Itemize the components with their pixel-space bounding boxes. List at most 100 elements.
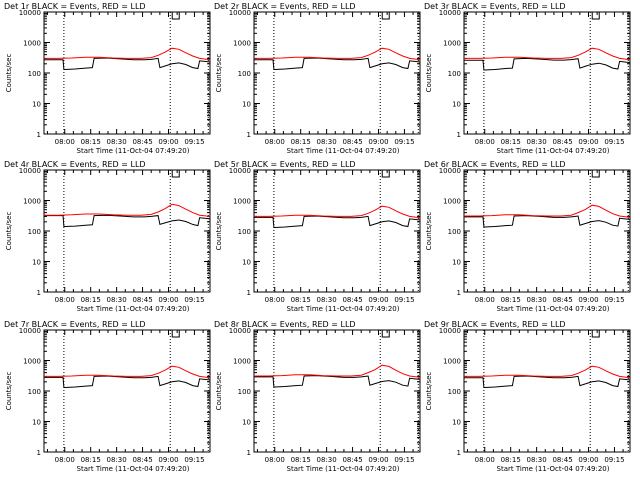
interval-marker — [381, 330, 390, 338]
events-series-line — [464, 375, 631, 388]
detector-panel: Det 2r BLACK = Events, RED = LLD 1 10 100 10… — [214, 2, 421, 155]
x-axis-label: Start Time (11-Oct-04 07:49:20) — [287, 465, 400, 473]
y-tick-label: 1000 — [233, 198, 251, 206]
x-tick-label: 08:15 — [81, 296, 101, 304]
interval-marker — [171, 12, 180, 20]
x-tick-label: 09:15 — [184, 296, 204, 304]
y-tick-label: 100 — [238, 228, 251, 236]
detector-panel: Det 9r BLACK = Events, RED = LLD 1 10 100 10… — [424, 320, 631, 473]
y-tick-label: 1 — [457, 131, 461, 139]
x-tick-label: 08:00 — [55, 138, 75, 146]
x-tick-label: 08:45 — [552, 138, 572, 146]
x-tick-label: 09:00 — [368, 138, 388, 146]
panel-title: Det 2r BLACK = Events, RED = LLD — [214, 2, 356, 11]
x-tick-label: 08:00 — [265, 296, 285, 304]
detector-panel: Det 4r BLACK = Events, RED = LLD 1 10 100 10… — [4, 160, 211, 313]
y-axis-label: Counts/sec — [425, 372, 433, 411]
x-axis-label: Start Time (11-Oct-04 07:49:20) — [497, 305, 610, 313]
y-axis-label: Counts/sec — [5, 212, 13, 251]
y-tick-label: 1 — [37, 131, 41, 139]
events-series-line — [44, 214, 211, 227]
x-tick-label: 08:15 — [501, 456, 521, 464]
y-axis-label: Counts/sec — [5, 372, 13, 411]
events-series-line — [254, 57, 421, 70]
detector-panel: Det 1r BLACK = Events, RED = LLD 1 10 100 10… — [4, 2, 211, 155]
x-tick-label: 09:00 — [368, 456, 388, 464]
x-tick-label: 09:00 — [578, 296, 598, 304]
y-tick-label: 10000 — [19, 167, 41, 175]
y-tick-label: 1000 — [23, 358, 41, 366]
events-series-line — [44, 57, 211, 70]
x-tick-label: 08:00 — [265, 456, 285, 464]
x-tick-label: 09:15 — [394, 456, 414, 464]
y-tick-label: 10000 — [19, 327, 41, 335]
x-tick-label: 08:15 — [501, 138, 521, 146]
y-tick-label: 10000 — [439, 327, 461, 335]
y-tick-label: 100 — [28, 70, 41, 78]
y-tick-label: 10000 — [19, 9, 41, 17]
y-axis-label: Counts/sec — [215, 372, 223, 411]
y-tick-label: 100 — [448, 388, 461, 396]
detector-panel: Det 8r BLACK = Events, RED = LLD 1 10 100 10… — [214, 320, 421, 473]
x-tick-label: 08:45 — [552, 296, 572, 304]
y-tick-label: 10 — [32, 419, 41, 427]
detector-panel: Det 6r BLACK = Events, RED = LLD 1 10 100 10… — [424, 160, 631, 313]
panel-title: Det 1r BLACK = Events, RED = LLD — [4, 2, 146, 11]
interval-marker — [171, 170, 180, 178]
x-tick-label: 08:45 — [132, 296, 152, 304]
x-tick-label: 09:00 — [158, 138, 178, 146]
x-axis-label: Start Time (11-Oct-04 07:49:20) — [497, 147, 610, 155]
y-tick-label: 1000 — [23, 198, 41, 206]
plot-frame — [43, 169, 211, 293]
x-tick-label: 08:45 — [132, 138, 152, 146]
y-tick-label: 1 — [247, 289, 251, 297]
x-tick-label: 08:00 — [265, 138, 285, 146]
x-tick-label: 09:00 — [578, 456, 598, 464]
x-tick-label: 08:45 — [132, 456, 152, 464]
y-tick-label: 1 — [247, 449, 251, 457]
x-tick-label: 09:00 — [368, 296, 388, 304]
y-tick-label: 10 — [32, 101, 41, 109]
y-tick-label: 1 — [457, 289, 461, 297]
y-tick-label: 1000 — [443, 40, 461, 48]
x-tick-label: 08:30 — [107, 456, 127, 464]
y-tick-label: 1 — [247, 131, 251, 139]
x-tick-label: 09:15 — [604, 138, 624, 146]
x-axis-label: Start Time (11-Oct-04 07:49:20) — [287, 305, 400, 313]
y-tick-label: 100 — [28, 228, 41, 236]
y-tick-label: 100 — [238, 388, 251, 396]
plot-frame — [253, 169, 421, 293]
y-axis-label: Counts/sec — [425, 54, 433, 93]
y-tick-label: 10000 — [439, 9, 461, 17]
x-tick-label: 08:30 — [527, 296, 547, 304]
events-series-line — [254, 215, 421, 228]
x-tick-label: 08:00 — [475, 296, 495, 304]
x-tick-label: 08:30 — [527, 138, 547, 146]
plot-frame — [43, 11, 211, 135]
events-series-line — [254, 375, 421, 388]
y-tick-label: 1 — [37, 289, 41, 297]
y-tick-label: 10 — [32, 259, 41, 267]
y-tick-label: 10000 — [229, 167, 251, 175]
y-tick-label: 10 — [452, 259, 461, 267]
y-tick-label: 1 — [37, 449, 41, 457]
panel-title: Det 4r BLACK = Events, RED = LLD — [4, 160, 146, 169]
detector-panel: Det 5r BLACK = Events, RED = LLD 1 10 100 10… — [214, 160, 421, 313]
detector-panel: Det 7r BLACK = Events, RED = LLD 1 10 100 10… — [4, 320, 211, 473]
lld-series-line — [254, 364, 421, 378]
x-tick-label: 09:15 — [184, 138, 204, 146]
y-tick-label: 10 — [242, 259, 251, 267]
y-axis-label: Counts/sec — [5, 54, 13, 93]
lld-series-line — [44, 203, 211, 217]
lld-series-line — [464, 47, 631, 61]
panel-title: Det 5r BLACK = Events, RED = LLD — [214, 160, 356, 169]
x-tick-label: 09:15 — [394, 138, 414, 146]
x-tick-label: 08:30 — [317, 456, 337, 464]
y-tick-label: 1000 — [233, 40, 251, 48]
x-tick-label: 08:30 — [107, 296, 127, 304]
interval-marker — [171, 330, 180, 338]
y-axis-label: Counts/sec — [215, 212, 223, 251]
interval-marker — [591, 170, 600, 178]
lld-series-line — [44, 47, 211, 61]
x-axis-label: Start Time (11-Oct-04 07:49:20) — [77, 465, 190, 473]
